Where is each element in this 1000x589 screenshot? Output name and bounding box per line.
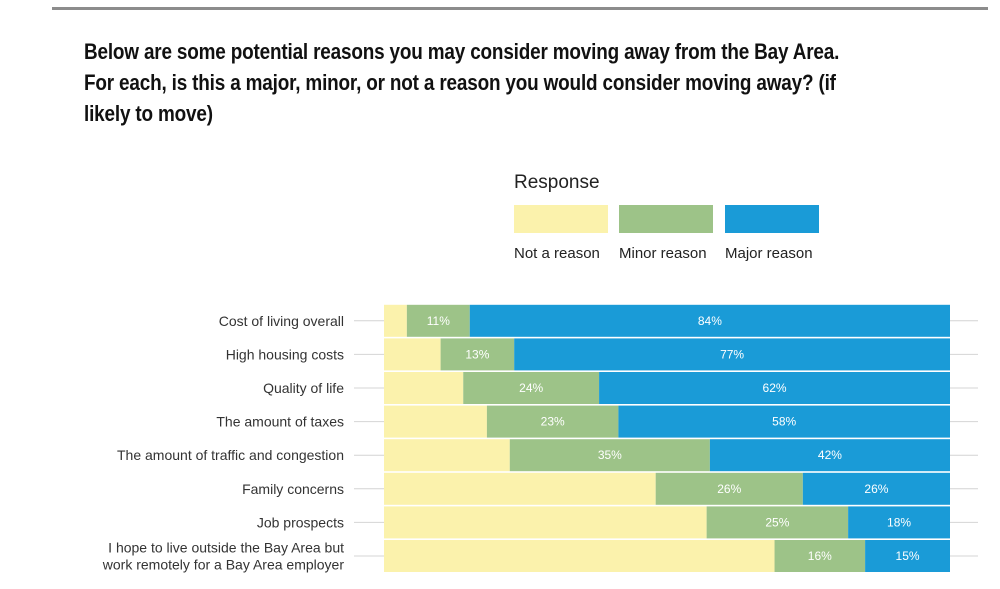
bar-segment-minor-reason	[655, 472, 803, 505]
bar-segment-minor-reason	[774, 540, 866, 572]
data-label: 77%	[720, 347, 744, 361]
data-label: 18%	[887, 515, 911, 529]
chart-title: Below are some potential reasons you may…	[84, 39, 840, 126]
bar-segment-major-reason	[709, 439, 950, 472]
bar-segment-not-a-reason	[384, 506, 707, 539]
legend-label-major-reason: Major reason	[725, 245, 813, 262]
data-label: 15%	[896, 549, 920, 563]
bar-segment-minor-reason	[463, 372, 600, 404]
data-label: 35%	[598, 448, 622, 462]
bar-segment-major-reason	[469, 304, 950, 337]
data-label: 11%	[427, 314, 450, 328]
legend-label-minor-reason: Minor reason	[619, 245, 707, 262]
bar-segment-major-reason	[802, 472, 950, 505]
bar-segment-minor-reason	[706, 506, 849, 539]
bar-segment-minor-reason	[509, 439, 710, 472]
data-label: 16%	[808, 549, 832, 563]
bar-segment-not-a-reason	[384, 540, 775, 572]
bar-segment-major-reason	[599, 372, 950, 404]
legend-item-not-a-reason: Not a reason	[514, 205, 608, 262]
category-label: work remotely for a Bay Area employer	[102, 557, 345, 573]
bar-segment-major-reason	[514, 338, 950, 371]
category-label: Quality of life	[263, 380, 344, 396]
category-label: Family concerns	[242, 481, 344, 497]
bar-segment-minor-reason	[406, 304, 470, 337]
category-label: Job prospects	[257, 514, 344, 530]
bar-segment-not-a-reason	[384, 405, 487, 438]
bar-segment-not-a-reason	[384, 439, 510, 472]
legend-swatch-not-a-reason	[514, 205, 608, 233]
category-label: Cost of living overall	[219, 313, 344, 329]
data-label: 24%	[519, 381, 543, 395]
legend-item-minor-reason: Minor reason	[619, 205, 713, 262]
bar-segment-major-reason	[618, 405, 950, 438]
legend-swatch-major-reason	[725, 205, 819, 233]
bar-segment-minor-reason	[440, 338, 515, 371]
data-label: 42%	[818, 448, 842, 462]
legend-title: Response	[514, 172, 600, 193]
data-label: 23%	[541, 415, 565, 429]
bar-segment-major-reason	[848, 506, 950, 539]
data-label: 26%	[717, 482, 741, 496]
bar-segment-not-a-reason	[384, 372, 464, 404]
data-label: 62%	[763, 381, 787, 395]
legend-item-major-reason: Major reason	[725, 205, 819, 262]
category-label: The amount of taxes	[216, 414, 344, 430]
bar-segment-minor-reason	[486, 405, 619, 438]
bar-segment-major-reason	[865, 540, 950, 572]
data-label: 25%	[765, 515, 789, 529]
bar-segment-not-a-reason	[384, 338, 441, 371]
data-label: 58%	[772, 415, 796, 429]
legend-label-not-a-reason: Not a reason	[514, 245, 600, 262]
bar-segment-not-a-reason	[384, 472, 656, 505]
bar-segment-not-a-reason	[384, 304, 407, 337]
data-label: 13%	[465, 347, 489, 361]
category-label: High housing costs	[226, 346, 344, 362]
legend-swatch-minor-reason	[619, 205, 713, 233]
data-label: 26%	[864, 482, 888, 496]
category-label: The amount of traffic and congestion	[117, 447, 344, 463]
data-label: 84%	[698, 314, 722, 328]
category-label: I hope to live outside the Bay Area but	[108, 540, 344, 556]
top-rule	[52, 7, 988, 10]
